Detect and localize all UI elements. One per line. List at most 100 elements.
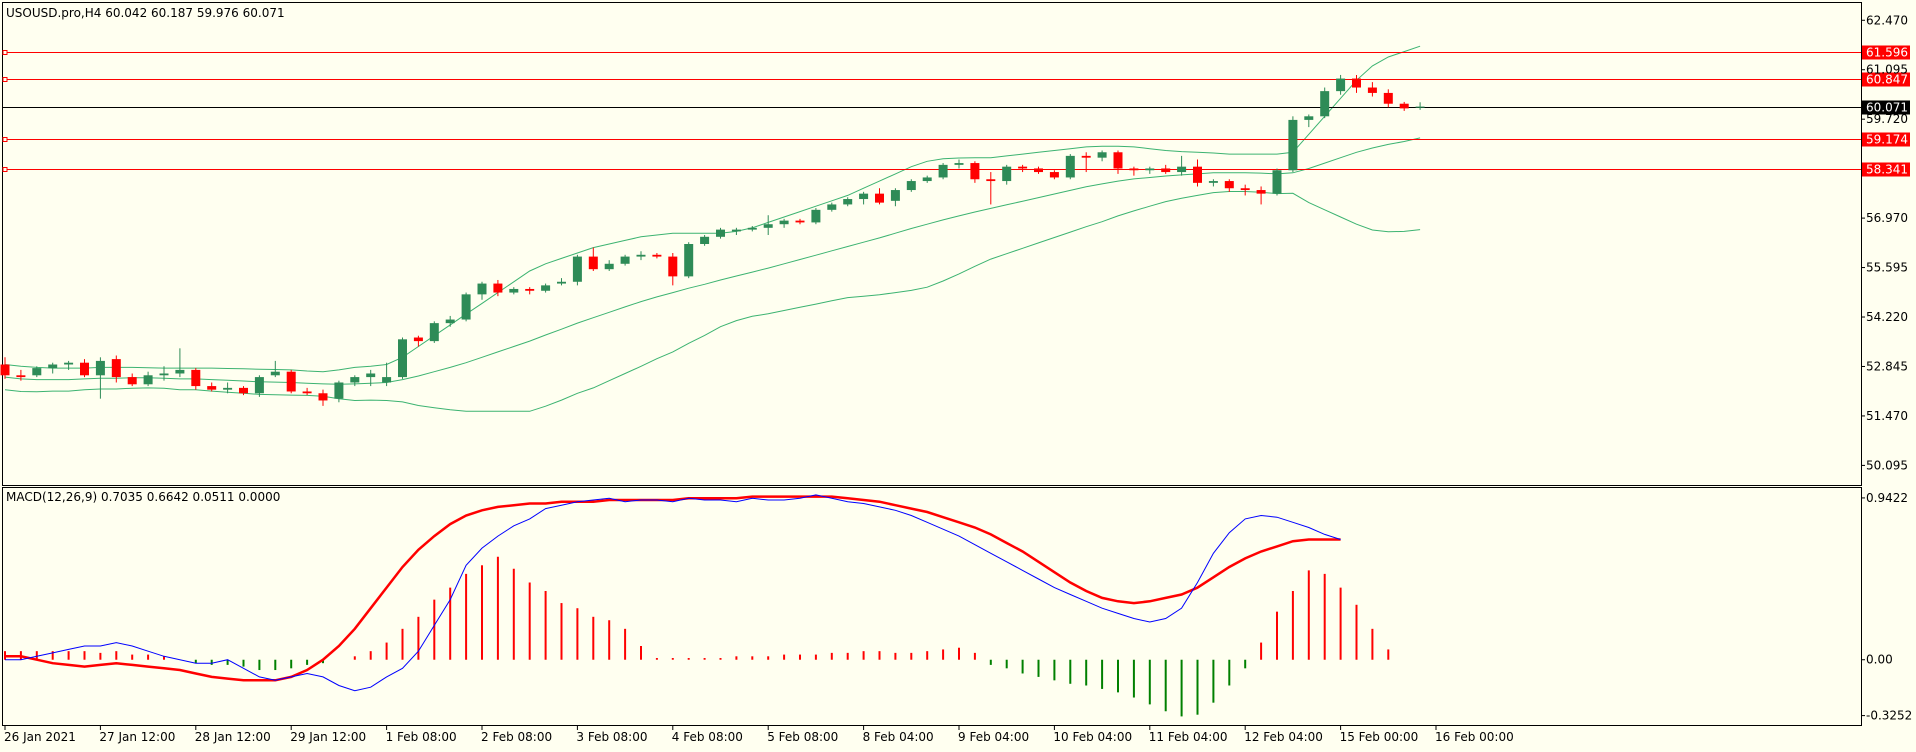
candle-body: [588, 256, 598, 270]
time-tick-label: 10 Feb 04:00: [1053, 730, 1132, 744]
current-price-label: 60.071: [1866, 101, 1908, 115]
price-tick-label: 62.470: [1866, 13, 1908, 27]
candle-6: [95, 357, 105, 399]
macd-header: MACD(12,26,9) 0.7035 0.6642 0.0511 0.000…: [6, 490, 280, 504]
time-tick-label: 5 Feb 08:00: [767, 730, 838, 744]
candle-88: [1399, 101, 1409, 111]
candle-body: [445, 319, 455, 324]
candle-body: [1145, 168, 1155, 171]
price-tick-label: 56.970: [1866, 211, 1908, 225]
candle-body: [779, 220, 789, 225]
candle-body: [1240, 188, 1250, 191]
candle-body: [1288, 119, 1298, 171]
candle-9: [143, 371, 153, 387]
candle-25: [398, 337, 407, 379]
candle-75: [1193, 159, 1202, 187]
price-tick-label: 50.095: [1866, 458, 1908, 472]
candle-24: [382, 362, 392, 387]
candle-body: [1161, 168, 1171, 173]
candle-20: [318, 389, 328, 406]
candle-61: [970, 161, 980, 183]
candle-31: [493, 279, 503, 297]
candle-body: [731, 229, 741, 232]
candle-57: [906, 179, 916, 192]
candle-body: [541, 285, 551, 291]
time-tick-label: 11 Feb 04:00: [1149, 730, 1228, 744]
candle-86: [1367, 82, 1377, 97]
candle-body: [636, 254, 646, 257]
time-tick-label: 12 Feb 04:00: [1244, 730, 1323, 744]
candle-body: [875, 193, 884, 203]
candle-3: [48, 362, 58, 374]
candle-body: [922, 177, 932, 182]
candle-64: [1018, 164, 1028, 173]
candle-38: [604, 260, 614, 271]
candle-65: [1034, 166, 1043, 174]
level-label-2: 59.174: [1866, 133, 1908, 147]
candle-body: [525, 288, 535, 291]
bollinger-upper: [4, 45, 1421, 373]
candle-body: [366, 373, 376, 378]
macd-main-line: [5, 494, 1341, 692]
level-handle-0: [2, 50, 8, 55]
candle-body: [938, 164, 948, 178]
candle-26: [413, 335, 423, 347]
candle-body: [175, 369, 185, 374]
axes: 62.470 61.095 59.720 56.970 55.595 54.220 52.8…: [4, 13, 1912, 744]
candle-body: [270, 371, 280, 376]
candle-72: [1145, 166, 1155, 174]
candle-52: [827, 202, 837, 212]
macd-tick-label: 0.9422: [1866, 491, 1908, 505]
candle-body: [207, 386, 217, 390]
level-label-0: 61.596: [1866, 46, 1908, 60]
macd-tick-label: 0.00: [1866, 653, 1893, 667]
candle-body: [620, 256, 630, 264]
level-handle-3: [2, 167, 8, 172]
symbol-header: USOUSD.pro,H4 60.042 60.187 59.976 60.07…: [6, 6, 285, 20]
candle-body: [48, 364, 58, 369]
candle-body: [859, 193, 869, 200]
candle-body: [318, 393, 328, 401]
candle-body: [827, 204, 837, 210]
candle-17: [270, 360, 280, 378]
candle-body: [1049, 172, 1059, 178]
candle-59: [938, 163, 948, 180]
level-label-3: 58.341: [1866, 163, 1908, 177]
candle-73: [1161, 164, 1171, 174]
candle-body: [1081, 155, 1091, 158]
candle-76: [1208, 179, 1218, 187]
candle-66: [1049, 170, 1059, 180]
candle-15: [239, 386, 248, 396]
candle-body: [1034, 168, 1043, 173]
candle-50: [795, 218, 805, 225]
candle-2: [32, 366, 42, 378]
candle-87: [1383, 89, 1393, 108]
candle-28: [445, 315, 455, 327]
candle-body: [493, 283, 503, 293]
candle-body: [1113, 152, 1123, 169]
candle-body: [350, 377, 360, 383]
price-tick-label: 52.845: [1866, 359, 1908, 373]
candle-body: [1177, 166, 1187, 173]
candle-40: [636, 251, 646, 261]
candle-body: [1399, 103, 1409, 109]
price-panel-frame: [2, 2, 1862, 486]
candle-32: [509, 287, 519, 295]
candle-body: [1208, 181, 1218, 183]
candle-74: [1177, 155, 1187, 176]
candle-body: [223, 387, 233, 390]
candle-body: [477, 283, 487, 295]
candle-body: [1224, 181, 1234, 189]
candle-body: [239, 387, 248, 394]
candle-body: [811, 209, 821, 223]
level-label-bg-2: [1862, 132, 1910, 147]
time-tick-label: 2 Feb 08:00: [481, 730, 552, 744]
candle-34: [541, 283, 551, 293]
candle-body: [32, 368, 42, 376]
candle-68: [1081, 152, 1091, 173]
time-tick-label: 4 Feb 08:00: [672, 730, 743, 744]
candle-71: [1129, 166, 1139, 176]
time-tick-label: 16 Feb 00:00: [1435, 730, 1514, 744]
candle-70: [1113, 150, 1123, 174]
